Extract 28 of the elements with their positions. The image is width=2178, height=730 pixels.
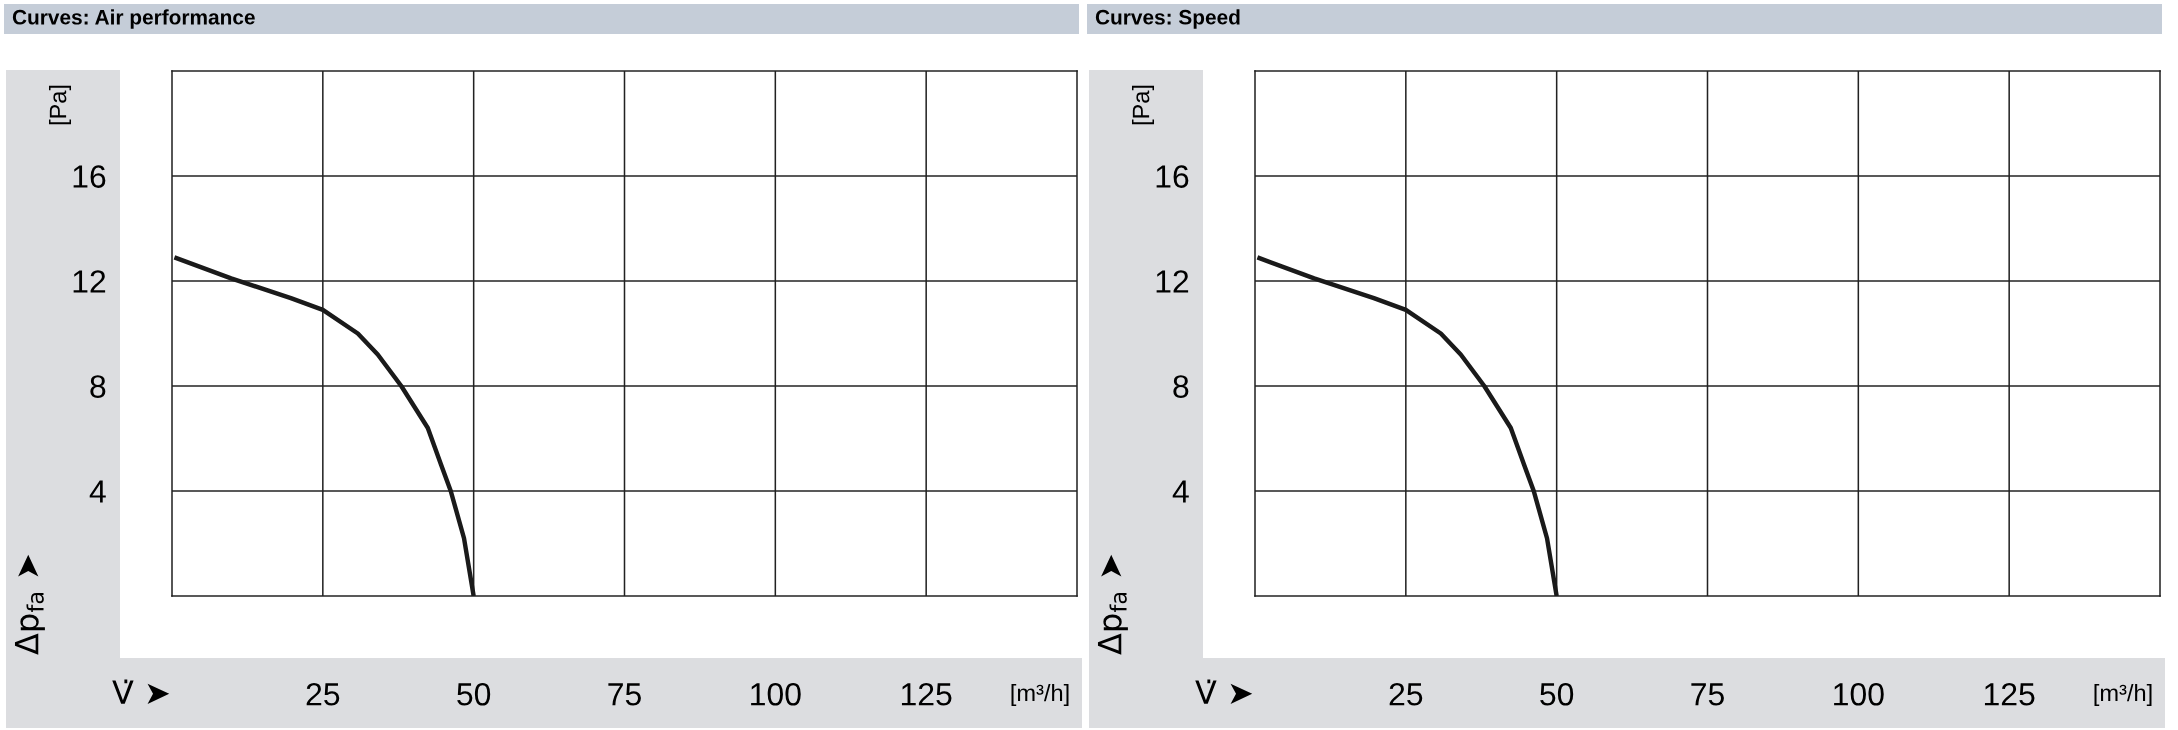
y-tick-label: 8: [1173, 375, 1189, 398]
x-tick-label: 100: [751, 682, 801, 706]
y-tick-label: 16: [73, 165, 106, 188]
y-tick-label: 12: [1156, 270, 1189, 293]
y-tick-label: 4: [1172, 480, 1189, 503]
y-tick-label: 12: [73, 270, 106, 293]
chart-title: Curves: Speed: [1095, 9, 1240, 29]
y-tick-label: 4: [89, 480, 106, 503]
y-tick-label: 16: [1156, 165, 1189, 188]
y-axis-title: Δp$_{fa}$ ➤: [1097, 554, 1128, 655]
y-axis-title: Δp$_{fa}$ ➤: [14, 554, 45, 655]
text: [m³/h]: [1011, 683, 1069, 707]
text: [m³/h]: [2094, 683, 2152, 707]
x-tick-label: 125: [901, 682, 952, 706]
x-tick-label: 25: [1389, 682, 1423, 706]
chart-title: Curves: Air performance: [12, 9, 255, 29]
x-tick-label: 50: [1540, 682, 1574, 706]
x-tick-label: 75: [1691, 683, 1724, 706]
x-tick-label: 75: [608, 683, 641, 706]
x-tick-label: 100: [1834, 682, 1884, 706]
x-axis-title: V̇ ➤: [1195, 679, 1253, 704]
x-axis-title: V̇ ➤: [112, 679, 170, 704]
x-tick-label: 50: [457, 682, 491, 706]
text: [Pa]: [49, 85, 71, 125]
x-tick-label: 125: [1984, 682, 2035, 706]
x-tick-label: 25: [306, 682, 340, 706]
text: [Pa]: [1131, 85, 1155, 125]
y-tick-label: 8: [90, 375, 106, 398]
